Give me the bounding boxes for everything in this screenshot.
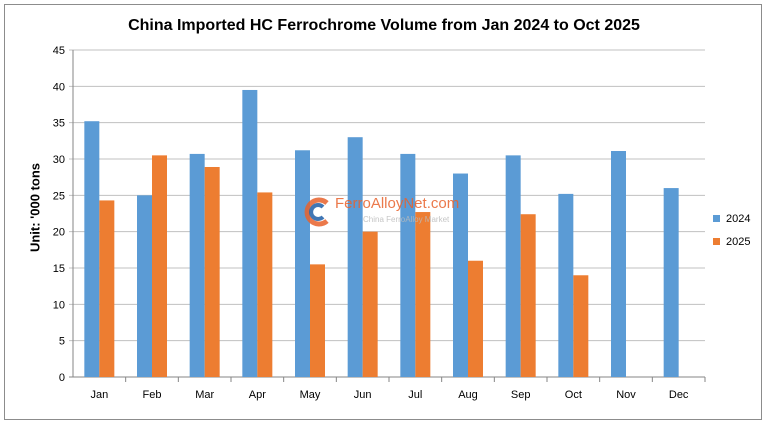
bar-2025-Mar [204,166,220,377]
legend-swatch [713,215,720,222]
x-tick-label: Jan [90,389,108,401]
x-tick-label: Feb [143,389,162,401]
legend-item-2025: 2025 [713,230,750,253]
x-tick-label: Oct [565,389,582,401]
bar-2024-May [295,150,310,377]
legend-item-2024: 2024 [713,207,750,230]
y-tick-label: 30 [53,154,65,166]
bar-2024-Jan [84,121,100,377]
bar-2025-Apr [257,192,273,377]
x-tick-label: Jul [408,389,422,401]
y-tick-label: 20 [53,227,65,239]
x-tick-label: Sep [511,389,531,401]
bar-2025-Aug [468,260,483,377]
x-tick-label: Mar [195,389,214,401]
y-tick-label: 15 [53,263,65,275]
x-tick-label: Apr [249,389,266,401]
x-tick-label: Aug [458,389,478,401]
x-tick-label: Dec [669,389,689,401]
bar-2024-Apr [242,89,258,377]
bar-2024-Nov [611,151,626,377]
bar-2024-Dec [663,188,679,377]
y-tick-label: 40 [53,81,65,93]
legend-label: 2024 [726,212,751,225]
bar-2025-Feb [152,155,167,377]
watermark-text: FerroAlloyNet.com [335,195,460,212]
watermark-subtext: China FerroAlloy Market [363,215,450,224]
bar-2025-Sep [520,214,536,377]
watermark: FerroAlloyNet.com China FerroAlloy Marke… [303,195,459,232]
bar-2024-Mar [189,153,205,377]
chart-title: China Imported HC Ferrochrome Volume fro… [128,17,640,34]
watermark-logo-icon [304,197,329,227]
x-tick-label: Nov [616,389,636,401]
chart-frame [4,4,762,420]
bar-2025-Jun [362,231,378,377]
bar-2024-Jun [347,137,363,377]
x-tick-label: Jun [354,389,372,401]
y-tick-label: 35 [53,118,65,130]
bar-2025-Jul [415,212,431,377]
legend-label: 2025 [726,235,751,248]
bar-2024-Jul [400,153,416,377]
legend: 2024 2025 [713,207,750,253]
y-tick-label: 25 [53,190,65,202]
y-tick-label: 5 [59,336,65,348]
bar-2024-Aug [453,173,468,377]
legend-swatch [713,238,720,245]
bar-2025-Jan [99,200,115,377]
y-tick-label: 10 [53,299,65,311]
bar-2024-Oct [558,193,574,377]
bar-2025-Oct [573,275,589,377]
y-tick-label: 0 [59,372,65,384]
bar-2024-Feb [137,195,152,377]
bar-2025-May [310,264,325,377]
x-tick-label: May [300,389,321,401]
y-tick-label: 45 [53,45,65,57]
bar-2024-Sep [505,155,521,377]
